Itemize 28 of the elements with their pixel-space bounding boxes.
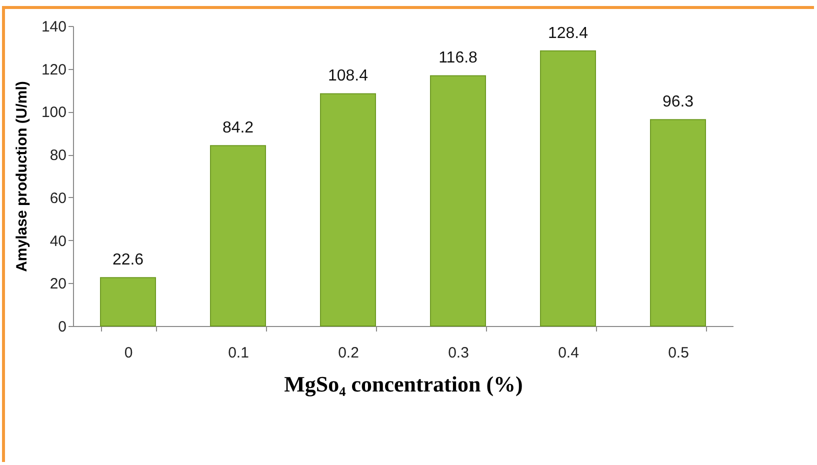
data-label: 22.6 [112,252,144,269]
data-label: 128.4 [548,24,588,42]
data-label: 116.8 [438,50,478,67]
bar [540,50,596,326]
y-tick-label: 60 [50,190,66,207]
y-tick-label: 120 [41,61,66,78]
bar [100,277,156,326]
x-tick-label: 0.4 [558,344,579,362]
x-axis-title: MgSo₄ concentration (%) [284,372,523,396]
y-tick-label: 140 [41,18,66,36]
data-label: 84.2 [222,120,254,137]
bar [320,93,376,326]
y-tick-label: 100 [41,104,66,122]
x-tick-label: 0 [124,344,133,362]
y-tick-label: 40 [50,232,66,250]
x-tick-label: 0.1 [228,344,249,362]
bar [650,119,706,326]
y-tick-label: 0 [58,318,66,336]
x-tick-label: 0.5 [668,344,689,362]
x-tick-label: 0.3 [448,344,469,362]
x-tick-label: 0.2 [338,344,359,362]
y-axis-title: Amylase production (U/ml) [13,81,30,272]
y-tick-label: 20 [50,276,66,293]
data-label: 108.4 [328,68,368,85]
data-label: 96.3 [662,94,694,111]
bar [430,75,486,326]
y-tick-label: 80 [50,147,66,164]
bar [210,145,266,326]
